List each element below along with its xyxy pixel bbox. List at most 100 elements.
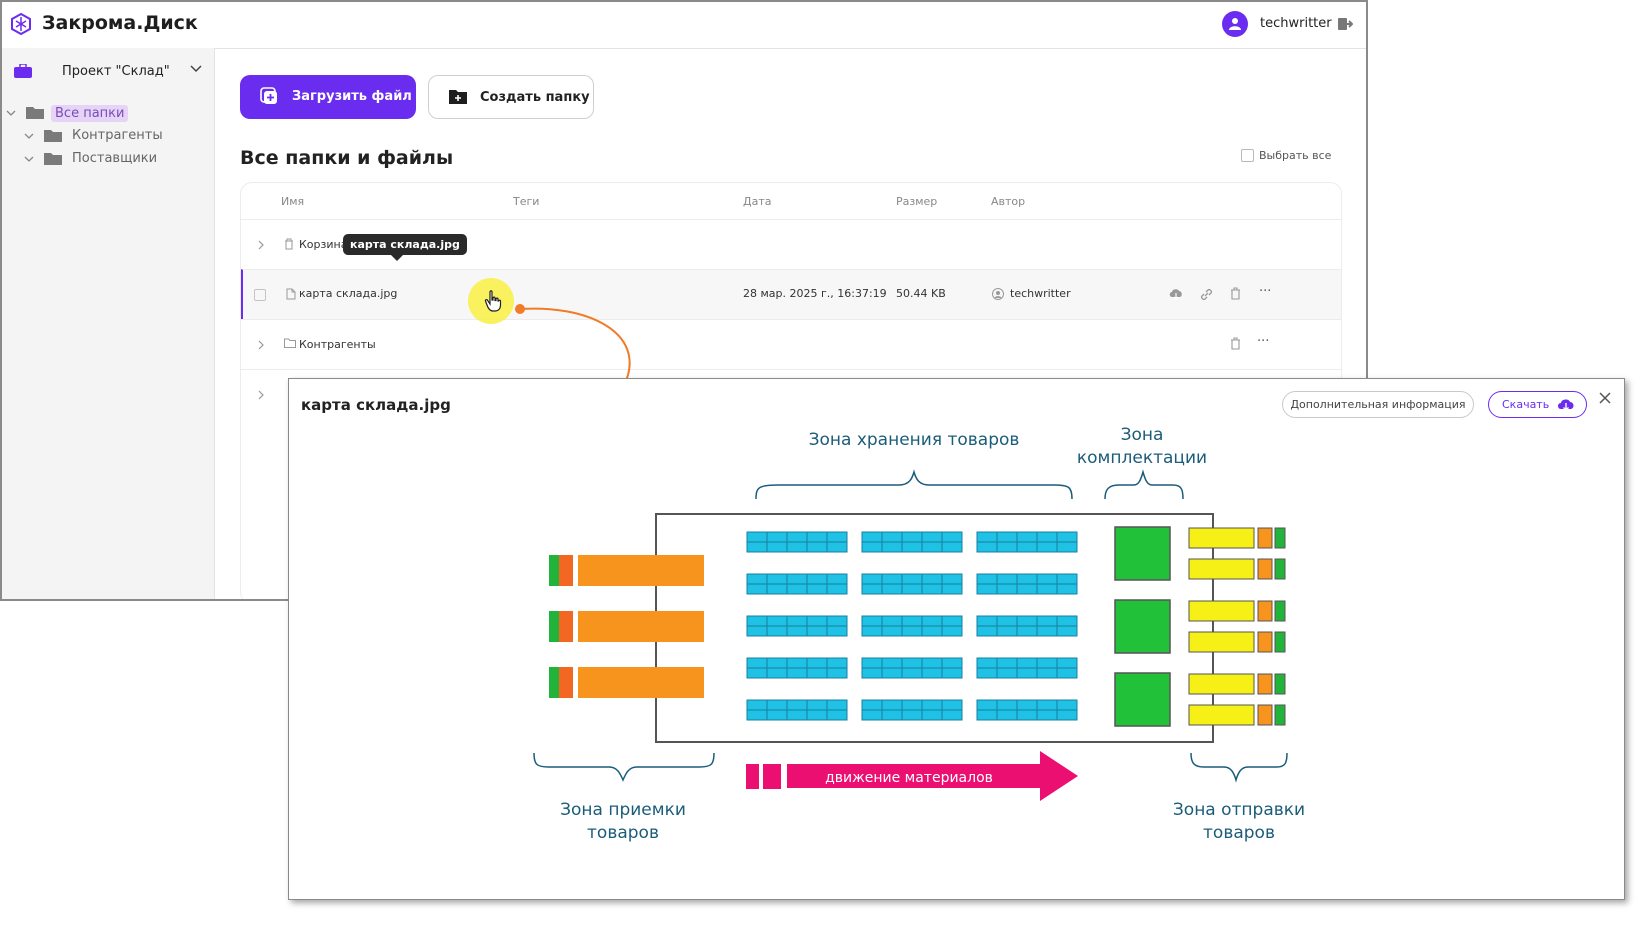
add-folder-icon: [449, 90, 467, 104]
zone-receiving-label: товаров: [587, 823, 659, 843]
link-icon[interactable]: [1200, 288, 1213, 301]
shipping-dock: [1274, 527, 1286, 549]
image-preview-dialog: карта склада.jpg Дополнительная информац…: [288, 378, 1625, 900]
table-row[interactable]: [241, 369, 1341, 420]
column-header-date[interactable]: Дата: [743, 195, 772, 208]
top-bar: Закрома.Диск techwritter: [2, 2, 1366, 49]
zone-picking-label: Зона: [1121, 425, 1164, 445]
user-name[interactable]: techwritter: [1260, 16, 1332, 31]
zone-picking-label: комплектации: [1077, 448, 1207, 468]
shipping-dock: [1257, 600, 1273, 622]
create-folder-label: Создать папку: [480, 90, 590, 105]
shipping-dock: [1257, 527, 1273, 549]
more-icon[interactable]: ···: [1259, 284, 1272, 299]
select-all-label: Выбрать все: [1259, 149, 1332, 162]
file-icon: [286, 288, 296, 300]
shipping-dock: [1188, 527, 1255, 549]
folder-icon: [26, 107, 44, 119]
chevron-down-icon[interactable]: [24, 131, 34, 141]
chevron-right-icon[interactable]: [257, 240, 265, 250]
shipping-dock: [1257, 673, 1273, 695]
sidebar: Проект "Склад" Все папки Контрагенты Пос…: [2, 48, 215, 599]
column-header-name[interactable]: Имя: [281, 195, 305, 208]
shipping-dock: [1257, 631, 1273, 653]
close-icon[interactable]: [1599, 392, 1611, 404]
shipping-docks: [1188, 527, 1286, 726]
checkbox[interactable]: [1241, 149, 1254, 162]
briefcase-icon: [14, 64, 32, 78]
shipping-dock: [1257, 558, 1273, 580]
row-author: techwritter: [1010, 287, 1071, 300]
more-icon[interactable]: ···: [1257, 334, 1270, 349]
row-name[interactable]: карта склада.jpg: [299, 287, 398, 300]
shipping-dock: [1274, 600, 1286, 622]
shipping-dock: [1274, 631, 1286, 653]
tree-item-suppliers[interactable]: Поставщики: [2, 150, 202, 170]
tree-item-all-folders[interactable]: Все папки: [2, 104, 202, 124]
chevron-down-icon[interactable]: [190, 64, 202, 74]
more-info-button[interactable]: Дополнительная информация: [1282, 391, 1474, 418]
chevron-right-icon[interactable]: [257, 390, 265, 400]
folder-icon: [44, 153, 62, 165]
download-label: Скачать: [1502, 398, 1550, 411]
zone-shipping-label: товаров: [1203, 823, 1275, 843]
app-title: Закрома.Диск: [42, 12, 198, 34]
shipping-dock: [1274, 704, 1286, 726]
page-title: Все папки и файлы: [240, 147, 454, 169]
shipping-dock: [1188, 558, 1255, 580]
files-table: Имя Теги Дата Размер Автор Корзина карта…: [240, 182, 1342, 599]
tree-item-counterparties[interactable]: Контрагенты: [2, 127, 202, 147]
download-button[interactable]: Скачать: [1488, 391, 1587, 418]
receiving-docks: [549, 555, 704, 698]
folder-icon: [44, 130, 62, 142]
shipping-dock: [1188, 631, 1255, 653]
delete-icon[interactable]: [1230, 337, 1241, 350]
zone-storage-label: Зона хранения товаров: [809, 430, 1020, 450]
column-header-tags[interactable]: Теги: [513, 195, 540, 208]
tree-item-label: Поставщики: [72, 151, 158, 166]
logout-icon[interactable]: [1337, 16, 1353, 32]
avatar[interactable]: [1222, 11, 1248, 37]
zone-shipping-label: Зона отправки: [1173, 800, 1305, 820]
table-row[interactable]: Контрагенты ···: [241, 319, 1341, 370]
user-icon: [992, 288, 1004, 300]
warehouse-map-image: Зона хранения товаров Зона комплектации …: [533, 425, 1305, 843]
shipping-dock: [1274, 558, 1286, 580]
storage-racks: [746, 531, 1078, 721]
column-header-size[interactable]: Размер: [896, 195, 938, 208]
hand-cursor-icon: [484, 290, 502, 312]
tree-item-label: Все папки: [51, 105, 129, 122]
logo-icon: [11, 13, 31, 35]
upload-icon: [260, 87, 277, 104]
tree-item-label: Контрагенты: [72, 128, 163, 143]
folder-icon: [284, 338, 296, 348]
chevron-down-icon[interactable]: [24, 154, 34, 164]
shipping-dock: [1188, 600, 1255, 622]
chevron-right-icon[interactable]: [257, 340, 265, 350]
row-name[interactable]: Контрагенты: [299, 338, 376, 351]
flow-label: движение материалов: [825, 770, 993, 786]
chevron-down-icon[interactable]: [6, 108, 16, 118]
zone-braces: [533, 469, 1288, 783]
filename-tooltip: карта склада.jpg: [343, 234, 467, 261]
upload-file-button[interactable]: Загрузить файл: [240, 75, 416, 119]
shipping-dock: [1188, 673, 1255, 695]
shipping-dock: [1188, 704, 1255, 726]
upload-file-label: Загрузить файл: [292, 89, 412, 104]
delete-icon[interactable]: [1230, 287, 1241, 300]
shipping-dock: [1257, 704, 1273, 726]
column-header-author[interactable]: Автор: [991, 195, 1026, 208]
preview-title: карта склада.jpg: [301, 396, 451, 414]
cloud-download-icon[interactable]: [1169, 288, 1183, 300]
row-date: 28 мар. 2025 г., 16:37:19: [743, 287, 887, 300]
project-selector[interactable]: Проект "Склад": [62, 64, 170, 79]
table-row[interactable]: карта склада.jpg 28 мар. 2025 г., 16:37:…: [241, 269, 1341, 319]
trash-icon: [285, 238, 293, 250]
row-size: 50.44 KB: [896, 287, 946, 300]
row-name[interactable]: Корзина: [299, 238, 348, 251]
table-row[interactable]: Корзина: [241, 219, 1341, 270]
create-folder-button[interactable]: Создать папку: [428, 75, 594, 119]
picking-zone: [1114, 526, 1171, 727]
row-checkbox[interactable]: [254, 289, 266, 301]
material-flow-arrow: движение материалов: [746, 751, 1078, 801]
